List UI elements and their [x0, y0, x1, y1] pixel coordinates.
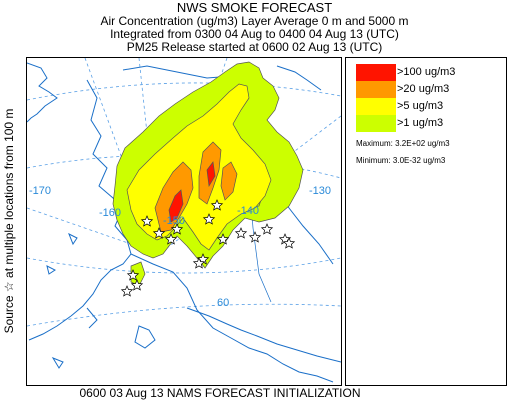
maximum-value: Maximum: 3.2E+02 ug/m3 [356, 139, 450, 148]
map-canvas: -170 -160 -150 -140 -130 60 [27, 58, 341, 383]
legend-swatch-orange [356, 81, 396, 98]
source-side-label: Source ☆ at multiple locations from 100 … [0, 57, 18, 384]
fire-source-icon [260, 223, 274, 235]
fire-source-icon [210, 199, 224, 211]
fire-source-icon [216, 233, 230, 245]
fire-source-icon [152, 227, 166, 239]
legend-item-20: >20 ug/m3 [356, 81, 506, 98]
header: NWS SMOKE FORECAST Air Concentration (ug… [0, 0, 509, 54]
source-markers [120, 199, 296, 297]
fire-source-icon [164, 233, 178, 245]
source-label-text: Source ☆ at multiple locations from 100 … [2, 108, 16, 333]
release-start: PM25 Release started at 0600 02 Aug 13 (… [126, 40, 383, 54]
legend-label: >1 ug/m3 [397, 117, 444, 129]
smoke-map: -170 -160 -150 -140 -130 60 [26, 57, 342, 386]
fire-source-icon [202, 213, 216, 225]
fire-source-icon [140, 215, 154, 227]
concentration-subtitle: Air Concentration (ug/m3) Layer Average … [100, 14, 409, 28]
plume-over-20-c [220, 161, 238, 201]
plume-over-100-b [206, 161, 216, 188]
forecast-initialization: 0600 03 Aug 13 NAMS FORECAST INITIALIZAT… [79, 386, 361, 400]
fire-source-icon [192, 257, 206, 269]
fire-source-icon [130, 279, 144, 291]
legend-item-1: >1 ug/m3 [356, 115, 506, 132]
legend-swatch-yellow [356, 98, 396, 115]
legend-swatch-red [356, 64, 396, 81]
meridian-label-130: -130 [309, 185, 331, 197]
legend-item-100: >100 ug/m3 [356, 64, 506, 81]
coastlines [27, 62, 341, 383]
meridian-label-160: -160 [99, 207, 121, 219]
plume-over-20 [154, 161, 194, 233]
smoke-plume [112, 61, 304, 287]
minimum-value: Minimum: 3.0E-32 ug/m3 [356, 156, 446, 165]
integration-period: Integrated from 0300 04 Aug to 0400 04 A… [110, 27, 399, 41]
legend-panel: >100 ug/m3 >20 ug/m3 >5 ug/m3 >1 ug/m3 M… [345, 57, 507, 386]
fire-source-icon [282, 237, 296, 249]
legend-label: >20 ug/m3 [397, 83, 450, 95]
graticule-labels: -170 -160 -150 -140 -130 60 [29, 185, 331, 309]
meridian-label-170: -170 [29, 185, 51, 197]
fire-source-icon [120, 285, 134, 297]
fire-source-icon [234, 227, 248, 239]
fire-source-icon [248, 231, 262, 243]
legend-label: >100 ug/m3 [397, 66, 456, 78]
legend-item-5: >5 ug/m3 [356, 98, 506, 115]
plume-over-100 [168, 189, 184, 223]
fire-source-icon [170, 223, 184, 235]
meridian-label-140: -140 [237, 205, 259, 217]
fire-source-icon [126, 269, 140, 281]
legend-swatch-lime [356, 115, 396, 132]
legend-label: >5 ug/m3 [397, 100, 444, 112]
meridian-label-150: -150 [163, 215, 185, 227]
parallel-label-60: 60 [217, 297, 229, 309]
forecast-title: NWS SMOKE FORECAST [176, 0, 333, 15]
